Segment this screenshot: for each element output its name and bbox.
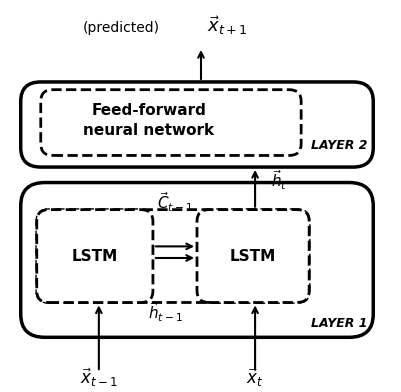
Text: Feed-forward: Feed-forward: [91, 103, 206, 118]
FancyBboxPatch shape: [21, 183, 373, 337]
Text: neural network: neural network: [83, 123, 214, 138]
FancyBboxPatch shape: [36, 210, 308, 303]
Text: $\vec{C}_{t-1}$: $\vec{C}_{t-1}$: [157, 190, 192, 214]
Text: $\vec{h}_{t}$: $\vec{h}_{t}$: [270, 169, 287, 192]
FancyBboxPatch shape: [21, 82, 373, 167]
Text: (predicted): (predicted): [82, 21, 159, 35]
Text: $\vec{h}_{t-1}$: $\vec{h}_{t-1}$: [147, 300, 182, 324]
Text: $\vec{x}_{t+1}$: $\vec{x}_{t+1}$: [206, 15, 247, 37]
Text: LSTM: LSTM: [71, 249, 117, 263]
Text: $\vec{x}_{t-1}$: $\vec{x}_{t-1}$: [80, 367, 117, 389]
Text: LSTM: LSTM: [229, 249, 275, 263]
FancyBboxPatch shape: [36, 210, 152, 303]
Text: LAYER 2: LAYER 2: [310, 139, 367, 152]
Text: LAYER 1: LAYER 1: [310, 317, 367, 330]
Text: $\vec{x}_{t}$: $\vec{x}_{t}$: [246, 367, 263, 389]
FancyBboxPatch shape: [41, 90, 300, 156]
FancyBboxPatch shape: [196, 210, 308, 303]
